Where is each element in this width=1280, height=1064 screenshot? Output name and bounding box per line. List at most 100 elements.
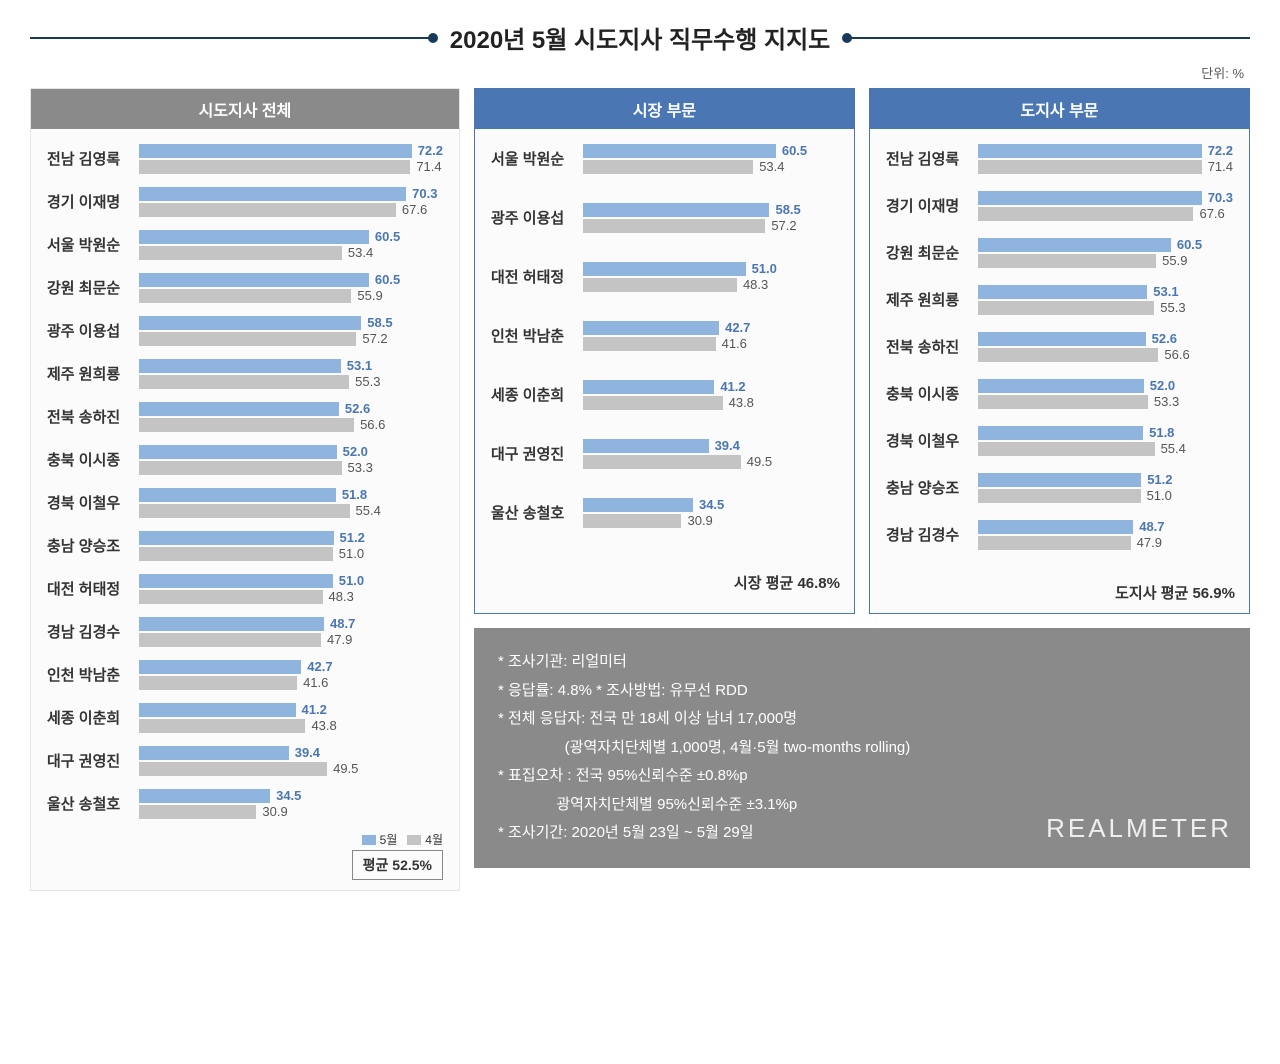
chart-row: 광주 이용섭58.557.2 — [47, 315, 443, 346]
bar-apr — [139, 289, 351, 303]
bar-apr — [139, 203, 396, 217]
row-label: 대구 권영진 — [491, 443, 583, 464]
bar-value-apr: 53.4 — [759, 159, 784, 174]
bar-may — [583, 380, 714, 394]
bar-may — [978, 332, 1146, 346]
row-label: 충남 양승조 — [47, 535, 139, 556]
bar-value-may: 41.2 — [720, 379, 745, 394]
avg-mayor: 시장 평균 46.8% — [475, 566, 854, 603]
row-label: 충남 양승조 — [886, 477, 978, 498]
bar-value-may: 52.6 — [345, 401, 370, 416]
chart-row: 경기 이재명70.367.6 — [886, 190, 1233, 221]
bar-apr — [978, 254, 1156, 268]
bar-may — [139, 660, 301, 674]
row-label: 경북 이철우 — [886, 430, 978, 451]
chart-row: 광주 이용섭58.557.2 — [491, 202, 838, 233]
row-label: 울산 송철호 — [491, 502, 583, 523]
bar-apr — [139, 633, 321, 647]
bar-value-apr: 71.4 — [416, 159, 441, 174]
bar-apr — [978, 348, 1158, 362]
bar-value-may: 51.0 — [752, 261, 777, 276]
bar-may — [139, 316, 361, 330]
row-label: 세종 이춘희 — [47, 707, 139, 728]
bar-value-apr: 41.6 — [303, 675, 328, 690]
bar-value-apr: 51.0 — [1147, 488, 1172, 503]
bar-value-may: 34.5 — [699, 497, 724, 512]
row-label: 대구 권영진 — [47, 750, 139, 771]
bar-may — [978, 379, 1144, 393]
bar-apr — [139, 504, 350, 518]
bar-value-may: 60.5 — [1177, 237, 1202, 252]
panel-mayor-header: 시장 부문 — [475, 89, 854, 129]
legend-apr: 4월 — [425, 831, 443, 848]
bar-value-apr: 47.9 — [327, 632, 352, 647]
bar-may — [978, 473, 1141, 487]
row-label: 대전 허태정 — [47, 578, 139, 599]
bar-value-apr: 55.3 — [1160, 300, 1185, 315]
bar-may — [139, 488, 336, 502]
bar-apr — [139, 246, 342, 260]
row-label: 전남 김영록 — [886, 148, 978, 169]
legend: 5월 4월 — [47, 831, 443, 848]
bar-value-may: 52.0 — [1150, 378, 1175, 393]
bar-apr — [583, 160, 753, 174]
row-label: 경남 김경수 — [886, 524, 978, 545]
bar-may — [139, 703, 296, 717]
bar-value-apr: 30.9 — [687, 513, 712, 528]
chart-row: 충북 이시종 52.053.3 — [886, 378, 1233, 409]
chart-row: 충북 이시종 52.053.3 — [47, 444, 443, 475]
row-label: 서울 박원순 — [47, 234, 139, 255]
bar-value-apr: 55.3 — [355, 374, 380, 389]
row-label: 전남 김영록 — [47, 148, 139, 169]
row-label: 충북 이시종 — [886, 383, 978, 404]
bar-value-apr: 41.6 — [722, 336, 747, 351]
bar-value-apr: 53.3 — [348, 460, 373, 475]
chart-row: 세종 이춘희 41.243.8 — [47, 702, 443, 733]
bar-apr — [583, 337, 716, 351]
bar-value-may: 58.5 — [775, 202, 800, 217]
bar-apr — [139, 719, 305, 733]
bar-may — [978, 191, 1202, 205]
bar-may — [139, 144, 412, 158]
bar-value-may: 52.0 — [343, 444, 368, 459]
row-label: 충북 이시종 — [47, 449, 139, 470]
chart-row: 전북 송하진52.656.6 — [886, 331, 1233, 362]
row-label: 경기 이재명 — [886, 195, 978, 216]
bar-value-may: 39.4 — [295, 745, 320, 760]
bar-may — [139, 273, 369, 287]
bar-value-may: 51.8 — [1149, 425, 1174, 440]
bar-value-apr: 71.4 — [1208, 159, 1233, 174]
bar-apr — [139, 547, 333, 561]
bar-value-apr: 43.8 — [311, 718, 336, 733]
bar-may — [978, 238, 1171, 252]
row-label: 울산 송철호 — [47, 793, 139, 814]
bar-may — [139, 531, 334, 545]
row-label: 인천 박남춘 — [491, 325, 583, 346]
bar-value-may: 58.5 — [367, 315, 392, 330]
bar-apr — [583, 396, 723, 410]
bar-value-may: 39.4 — [715, 438, 740, 453]
chart-row: 전남 김영록72.271.4 — [47, 143, 443, 174]
info-line: * 표집오차 : 전국 95%신뢰수준 ±0.8%p — [498, 762, 1226, 791]
info-panel: * 조사기관: 리얼미터* 응답률: 4.8% * 조사방법: 유무선 RDD*… — [474, 628, 1250, 868]
bar-value-may: 51.2 — [1147, 472, 1172, 487]
bar-may — [978, 520, 1133, 534]
bar-may — [139, 445, 337, 459]
chart-row: 서울 박원순60.553.4 — [47, 229, 443, 260]
chart-row: 서울 박원순60.553.4 — [491, 143, 838, 174]
bar-apr — [139, 418, 354, 432]
panel-mayor: 시장 부문 서울 박원순60.553.4광주 이용섭58.557.2대전 허태정… — [474, 88, 855, 614]
chart-row: 충남 양승조51.251.0 — [47, 530, 443, 561]
bar-value-may: 41.2 — [302, 702, 327, 717]
bar-apr — [139, 762, 327, 776]
info-line: * 응답률: 4.8% * 조사방법: 유무선 RDD — [498, 677, 1226, 706]
bar-may — [978, 144, 1202, 158]
unit-label: 단위: % — [30, 63, 1250, 82]
bar-apr — [583, 455, 741, 469]
bar-value-may: 51.8 — [342, 487, 367, 502]
bar-value-apr: 53.3 — [1154, 394, 1179, 409]
bar-value-may: 52.6 — [1152, 331, 1177, 346]
chart-row: 경북 이철우51.855.4 — [47, 487, 443, 518]
bar-apr — [139, 332, 356, 346]
bar-value-apr: 55.9 — [357, 288, 382, 303]
